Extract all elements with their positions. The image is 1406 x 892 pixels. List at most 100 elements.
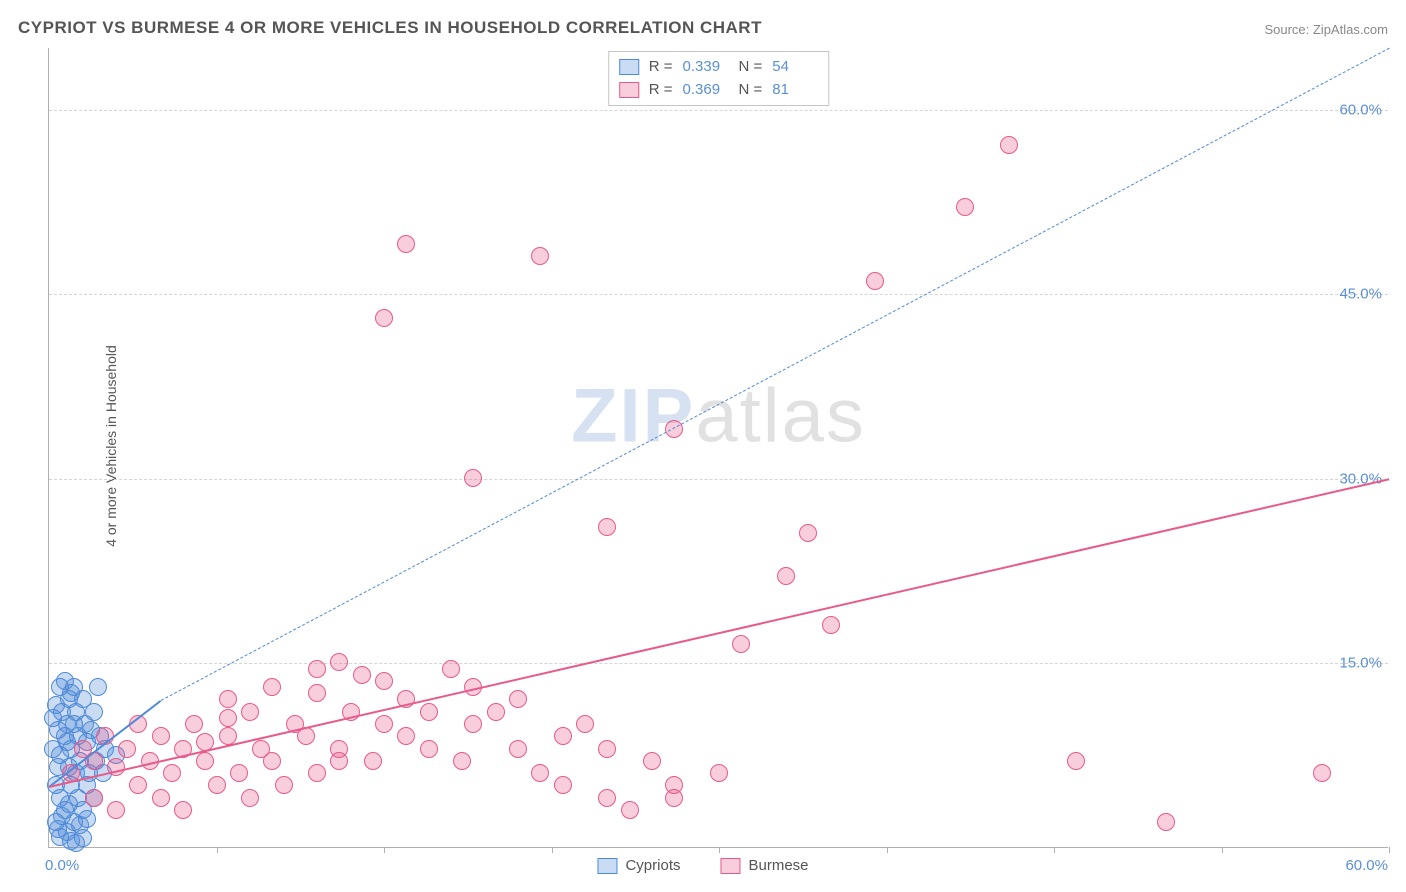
n-label: N = (739, 79, 763, 102)
data-point (375, 715, 393, 733)
data-point (866, 272, 884, 290)
plot-area: ZIPatlas R = 0.339 N = 54 R = 0.369 N = … (48, 48, 1388, 848)
correlation-legend: R = 0.339 N = 54 R = 0.369 N = 81 (608, 51, 830, 106)
data-point (375, 672, 393, 690)
legend-label: Cypriots (625, 857, 680, 874)
data-point (152, 727, 170, 745)
data-point (163, 764, 181, 782)
x-tick-mark (1222, 847, 1223, 853)
data-point (118, 740, 136, 758)
swatch-cypriots-icon (597, 858, 617, 874)
data-point (598, 518, 616, 536)
watermark-brand-b: atlas (695, 373, 866, 458)
gridline (49, 479, 1388, 480)
trend-line (160, 48, 1389, 701)
y-tick-label: 45.0% (1339, 286, 1382, 303)
chart-container: CYPRIOT VS BURMESE 4 OR MORE VEHICLES IN… (0, 0, 1406, 892)
y-tick-label: 60.0% (1339, 101, 1382, 118)
data-point (129, 776, 147, 794)
legend-item-burmese: Burmese (720, 857, 808, 874)
legend-row-cypriots: R = 0.339 N = 54 (619, 56, 819, 79)
data-point (107, 801, 125, 819)
n-label: N = (739, 56, 763, 79)
data-point (509, 690, 527, 708)
source-link[interactable]: ZipAtlas.com (1313, 22, 1388, 37)
r-value: 0.369 (683, 79, 729, 102)
data-point (822, 616, 840, 634)
data-point (1157, 813, 1175, 831)
data-point (464, 715, 482, 733)
data-point (777, 567, 795, 585)
x-origin-label: 0.0% (45, 857, 79, 874)
data-point (364, 752, 382, 770)
n-value: 54 (772, 56, 818, 79)
data-point (554, 727, 572, 745)
y-tick-label: 15.0% (1339, 655, 1382, 672)
data-point (62, 684, 80, 702)
data-point (1313, 764, 1331, 782)
data-point (420, 703, 438, 721)
gridline (49, 663, 1388, 664)
data-point (531, 247, 549, 265)
data-point (554, 776, 572, 794)
swatch-burmese-icon (720, 858, 740, 874)
r-value: 0.339 (683, 56, 729, 79)
data-point (308, 684, 326, 702)
data-point (397, 727, 415, 745)
swatch-burmese (619, 82, 639, 98)
data-point (60, 795, 78, 813)
watermark: ZIPatlas (571, 372, 866, 459)
x-tick-mark (217, 847, 218, 853)
data-point (464, 469, 482, 487)
data-point (208, 776, 226, 794)
data-point (263, 752, 281, 770)
legend-row-burmese: R = 0.369 N = 81 (619, 79, 819, 102)
x-tick-mark (1389, 847, 1390, 853)
data-point (230, 764, 248, 782)
legend-item-cypriots: Cypriots (597, 857, 680, 874)
trend-line (49, 479, 1389, 789)
data-point (241, 789, 259, 807)
x-tick-mark (1054, 847, 1055, 853)
data-point (241, 703, 259, 721)
data-point (442, 660, 460, 678)
data-point (665, 789, 683, 807)
data-point (219, 709, 237, 727)
data-point (375, 309, 393, 327)
source-attribution: Source: ZipAtlas.com (1264, 22, 1388, 37)
watermark-brand-a: ZIP (571, 373, 695, 458)
data-point (308, 660, 326, 678)
data-point (799, 524, 817, 542)
data-point (621, 801, 639, 819)
x-tick-mark (887, 847, 888, 853)
x-max-label: 60.0% (1345, 857, 1388, 874)
data-point (732, 635, 750, 653)
data-point (74, 829, 92, 847)
gridline (49, 110, 1388, 111)
data-point (353, 666, 371, 684)
series-legend: Cypriots Burmese (597, 857, 808, 874)
data-point (85, 789, 103, 807)
n-value: 81 (772, 79, 818, 102)
data-point (598, 789, 616, 807)
source-label: Source: (1264, 22, 1312, 37)
gridline (49, 294, 1388, 295)
data-point (643, 752, 661, 770)
data-point (420, 740, 438, 758)
data-point (330, 653, 348, 671)
r-label: R = (649, 79, 673, 102)
data-point (531, 764, 549, 782)
data-point (78, 810, 96, 828)
data-point (330, 752, 348, 770)
x-tick-mark (384, 847, 385, 853)
data-point (509, 740, 527, 758)
data-point (219, 690, 237, 708)
data-point (85, 703, 103, 721)
data-point (89, 678, 107, 696)
legend-label: Burmese (748, 857, 808, 874)
data-point (956, 198, 974, 216)
data-point (487, 703, 505, 721)
data-point (576, 715, 594, 733)
data-point (263, 678, 281, 696)
data-point (185, 715, 203, 733)
